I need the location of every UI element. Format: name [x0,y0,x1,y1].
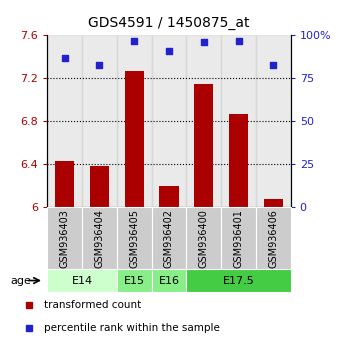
Bar [90,166,109,207]
Bar [221,207,256,269]
Bar [152,207,186,269]
Bar [117,269,152,292]
Bar [194,84,213,207]
Text: transformed count: transformed count [44,300,142,310]
Text: E14: E14 [72,275,93,286]
Bar [82,35,117,207]
Bar [229,114,248,207]
Text: GDS4591 / 1450875_at: GDS4591 / 1450875_at [88,16,250,30]
Point [131,38,137,44]
Bar [186,269,291,292]
Bar [117,35,152,207]
Point [201,39,207,45]
Bar [125,71,144,207]
Bar [47,35,82,207]
Point [97,62,102,67]
Bar [256,207,291,269]
Text: GSM936401: GSM936401 [234,209,244,268]
Bar [47,207,82,269]
Bar [152,269,186,292]
Bar [55,161,74,207]
Bar [152,35,186,207]
Text: GSM936404: GSM936404 [94,209,104,268]
Text: GSM936405: GSM936405 [129,209,139,268]
Text: GSM936403: GSM936403 [60,209,70,268]
Text: GSM936400: GSM936400 [199,209,209,268]
Text: GSM936402: GSM936402 [164,209,174,268]
Text: GSM936406: GSM936406 [268,209,278,268]
Point [62,55,67,61]
Text: E16: E16 [159,275,179,286]
Bar [186,35,221,207]
Point [271,62,276,67]
Bar [186,207,221,269]
Text: E17.5: E17.5 [223,275,255,286]
Bar [160,185,178,207]
Bar [264,199,283,207]
Bar [117,207,152,269]
Point [236,38,241,44]
Bar [256,35,291,207]
Text: age: age [10,275,31,286]
Bar [82,207,117,269]
Point [166,48,172,54]
Bar [47,269,117,292]
Bar [221,35,256,207]
Text: E15: E15 [124,275,145,286]
Text: percentile rank within the sample: percentile rank within the sample [44,323,220,333]
